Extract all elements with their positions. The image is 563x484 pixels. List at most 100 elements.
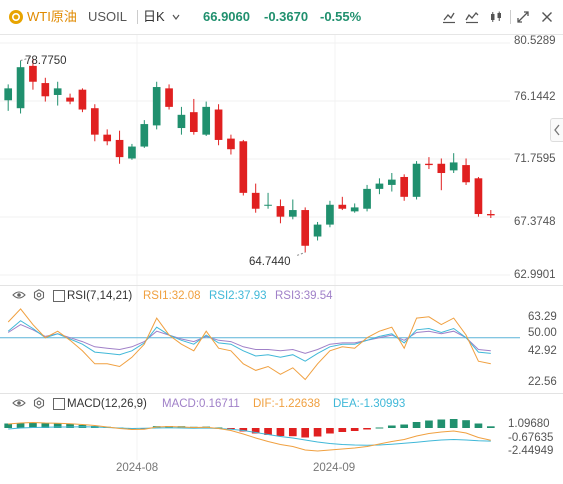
- period-dropdown-icon[interactable]: [171, 10, 181, 27]
- date-axis-label: 2024-09: [313, 462, 356, 474]
- hide-eye-icon[interactable]: [12, 289, 26, 304]
- draw-line-icon[interactable]: [438, 6, 460, 28]
- candle-body: [400, 176, 409, 197]
- price-axis-label: 71.7595: [514, 153, 556, 165]
- candle-body: [276, 206, 285, 217]
- candle-body: [251, 192, 260, 209]
- candle-body: [301, 210, 310, 246]
- macd-bar: [288, 428, 297, 437]
- dif-line: [8, 421, 491, 452]
- rsi-axis-label: 42.92: [528, 345, 557, 357]
- candle-body: [115, 139, 124, 158]
- macd-bar: [412, 422, 421, 428]
- rsi2-line: [7, 320, 491, 362]
- divider: [510, 10, 511, 24]
- symbol-logo-icon: [9, 10, 23, 24]
- indicator-toggle-icon[interactable]: [53, 398, 65, 410]
- macd-bar: [387, 425, 396, 428]
- price-axis-label: 62.9901: [514, 269, 556, 281]
- macd-bar: [363, 428, 371, 430]
- candle-body: [375, 183, 384, 189]
- macd-bar: [251, 428, 260, 434]
- price-change: -0.3670: [264, 9, 309, 24]
- candle-body: [103, 134, 112, 142]
- candle-body: [387, 179, 396, 185]
- collapse-panel-icon[interactable]: [550, 118, 563, 142]
- candle-body: [486, 214, 495, 216]
- chart-canvas[interactable]: [0, 35, 563, 484]
- dea-line: [8, 426, 491, 446]
- current-price: 66.9060: [203, 9, 250, 24]
- candle-body: [29, 65, 37, 82]
- fullscreen-icon[interactable]: [512, 6, 534, 28]
- candle-body: [78, 89, 87, 110]
- date-axis-label: 2024-08: [116, 462, 159, 474]
- candle-body: [177, 114, 186, 129]
- macd-bar: [400, 424, 409, 428]
- candle-body: [152, 87, 161, 126]
- macd-bar: [486, 426, 495, 428]
- macd-value: MACD:0.16711: [162, 398, 240, 410]
- candle-body: [227, 138, 235, 150]
- candle-body: [313, 224, 322, 237]
- pane-divider: [0, 285, 563, 286]
- macd-bar: [449, 419, 458, 428]
- candle-body: [202, 106, 211, 135]
- candle-body: [66, 97, 74, 102]
- macd-bar: [53, 423, 62, 428]
- candle-body: [326, 204, 334, 225]
- rsi3-value: RSI3:39.54: [275, 290, 333, 302]
- macd-bar: [313, 428, 322, 437]
- symbol-name[interactable]: WTI原油: [27, 9, 77, 24]
- rsi1-line: [7, 308, 491, 381]
- price-change-pct: -0.55%: [320, 9, 362, 24]
- macd-bar: [425, 420, 433, 428]
- settings-gear-icon[interactable]: [33, 397, 45, 412]
- close-icon[interactable]: [536, 6, 558, 28]
- macd-bar: [350, 428, 359, 431]
- price-axis-label: 76.1442: [514, 91, 556, 103]
- candle-body: [462, 165, 470, 183]
- settings-gear-icon[interactable]: [33, 289, 45, 304]
- candle-body: [350, 207, 359, 212]
- chart-header: WTI原油 USOIL 日K 66.9060 -0.3670 -0.55%: [0, 0, 563, 35]
- macd-bar: [462, 420, 470, 428]
- rsi1-value: RSI1:32.08: [143, 290, 201, 302]
- candle-body: [474, 178, 483, 215]
- symbol-code: USOIL: [88, 9, 128, 24]
- high-price-annotation: 78.7750: [25, 55, 67, 67]
- macd-bar: [239, 428, 248, 432]
- candle-body: [288, 210, 297, 217]
- low-price-annotation: 64.7440: [249, 256, 291, 268]
- macd-axis-label: -2.44949: [508, 445, 554, 457]
- candle-body: [4, 88, 13, 101]
- indicator-toggle-icon[interactable]: [53, 290, 65, 302]
- candle-body: [338, 204, 347, 209]
- candle-body: [128, 146, 136, 159]
- hide-eye-icon[interactable]: [12, 397, 26, 412]
- candle-style-icon[interactable]: [485, 6, 507, 28]
- macd-axis-label: 1.09680: [508, 418, 550, 430]
- macd-bar: [326, 428, 334, 434]
- candle-body: [214, 109, 223, 140]
- candle-body: [363, 188, 371, 209]
- period-selector[interactable]: 日K: [143, 9, 165, 24]
- macd-bar: [264, 428, 272, 435]
- chart-type-icon[interactable]: [461, 6, 483, 28]
- candle-body: [264, 204, 272, 206]
- candle-body: [140, 124, 149, 147]
- candle-body: [165, 88, 173, 107]
- rsi-axis-label: 50.00: [528, 327, 557, 339]
- candle-body: [449, 162, 458, 171]
- macd-bar: [66, 424, 74, 428]
- high-marker: [20, 57, 31, 62]
- pane-divider: [0, 393, 563, 394]
- candle-body: [16, 67, 25, 109]
- macd-bar: [474, 423, 483, 428]
- rsi2-value: RSI2:37.93: [209, 290, 267, 302]
- dif-value: DIF:-1.22638: [253, 398, 321, 410]
- candle-body: [239, 141, 248, 193]
- candle-body: [437, 163, 446, 174]
- low-marker: [297, 251, 306, 256]
- rsi-axis-label: 22.56: [528, 376, 557, 388]
